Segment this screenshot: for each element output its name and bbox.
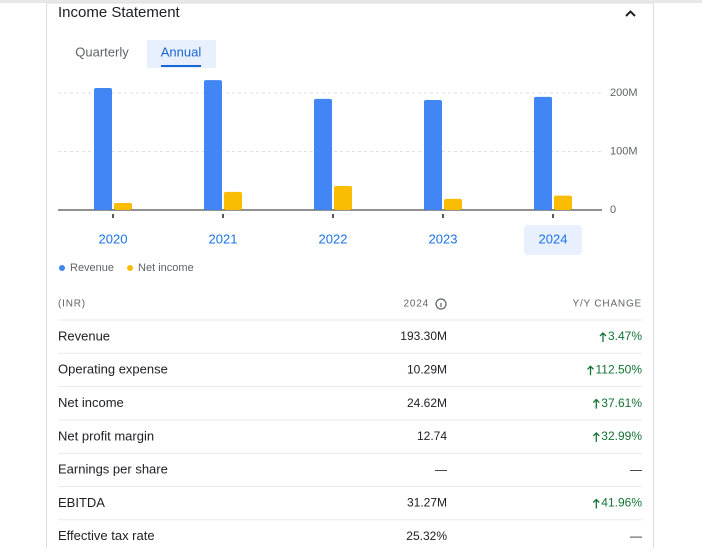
tab-underline [161, 65, 201, 67]
row-change: 41.96% [601, 496, 642, 510]
up-arrow [599, 332, 607, 342]
row-label: Operating expense [58, 362, 168, 377]
bar [114, 202, 132, 210]
legend-label: Net income [138, 262, 194, 274]
bar [204, 80, 222, 210]
row-value: — [435, 462, 447, 476]
bar [314, 98, 332, 210]
row-label: Net profit margin [58, 428, 154, 443]
column-header: 2024 [404, 299, 429, 310]
y-tick-label: 200M [610, 87, 638, 99]
row-change: 3.47% [608, 329, 642, 343]
x-tick-label[interactable]: 2024 [539, 231, 568, 246]
row-label: Effective tax rate [58, 528, 155, 543]
row-value: 193.30M [400, 329, 447, 343]
column-header: Y/Y CHANGE [573, 299, 643, 310]
tab[interactable]: Quarterly [75, 44, 129, 59]
row-label: EBITDA [58, 495, 105, 510]
bar [94, 88, 112, 210]
x-tick-label[interactable]: 2023 [429, 231, 458, 246]
row-label: Net income [58, 395, 124, 410]
title: Income Statement [58, 4, 181, 21]
legend-dot [127, 265, 134, 271]
row-value: 24.62M [407, 396, 447, 410]
column-header: (INR) [58, 299, 86, 310]
row-value: 12.74 [417, 429, 447, 443]
bar [534, 96, 552, 210]
up-arrow [587, 365, 594, 376]
collapse-icon[interactable] [625, 10, 636, 17]
row-change: 32.99% [601, 429, 642, 443]
bar [424, 100, 442, 210]
up-arrow [592, 431, 600, 442]
legend-dot [59, 265, 65, 271]
y-tick-label: 0 [610, 204, 616, 216]
top-shadow [0, 0, 702, 3]
row-value: 10.29M [407, 362, 447, 376]
bar [334, 186, 352, 210]
row-value: 31.27M [407, 496, 447, 510]
bar [554, 195, 572, 210]
info-icon[interactable] [435, 298, 447, 310]
legend-label: Revenue [70, 262, 114, 274]
row-change: — [630, 462, 642, 476]
up-arrow [592, 398, 600, 409]
x-tick-label[interactable]: 2020 [99, 231, 128, 246]
row-label: Revenue [58, 328, 110, 343]
row-change: 112.50% [596, 362, 643, 376]
tab-selected-bg [147, 40, 216, 68]
row-label: Earnings per share [58, 462, 168, 477]
x-tick-label[interactable]: 2022 [319, 231, 348, 246]
row-change: 37.61% [601, 396, 642, 410]
card [46, 2, 654, 553]
row-change: — [630, 529, 642, 543]
row-value: 25.32% [406, 529, 447, 543]
bar [224, 191, 242, 210]
up-arrow [592, 498, 600, 509]
y-tick-label: 100M [610, 145, 638, 157]
category-highlight [524, 225, 582, 255]
tab[interactable]: Annual [161, 44, 202, 59]
x-tick-label[interactable]: 2021 [209, 231, 238, 246]
bar [444, 198, 462, 210]
